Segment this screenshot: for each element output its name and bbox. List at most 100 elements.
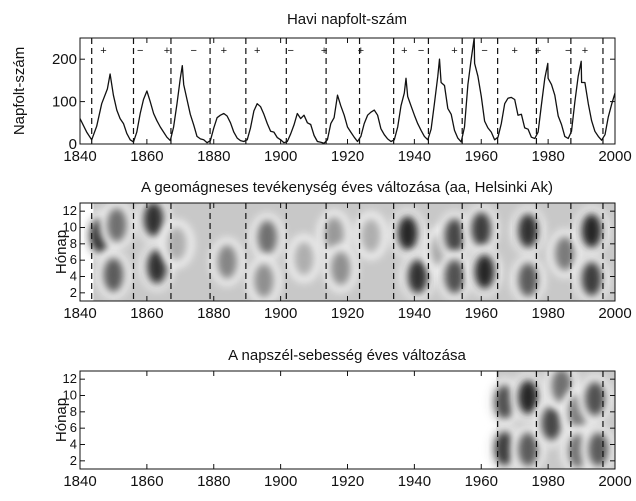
x-tick-label: 1920 xyxy=(331,148,364,165)
heatmap-cell xyxy=(518,262,539,297)
heatmap-cell xyxy=(217,244,238,279)
polarity-marker: + xyxy=(358,45,364,57)
heatmap-cell xyxy=(253,263,274,298)
heatmap-cell xyxy=(474,254,495,289)
solar-wind-x-ticks: 1840 1860 1880 1900 1920 1940 1960 1980 2000 xyxy=(63,371,632,490)
sunspot-series xyxy=(80,38,615,144)
sunspot-line xyxy=(80,38,615,144)
polarity-marker: + xyxy=(100,45,106,57)
polarity-markers: + − + − + + − + + + − + − + + − + xyxy=(100,45,588,57)
x-tick-label: 1880 xyxy=(197,473,230,490)
heatmap-cell xyxy=(494,384,515,420)
sunspot-y-axis-label: Napfolt-szám xyxy=(11,47,28,135)
y-tick-label: 2 xyxy=(70,453,77,468)
heatmap-cell xyxy=(143,203,164,237)
heatmap-cell xyxy=(541,406,562,441)
heatmap-cell xyxy=(106,207,127,243)
heatmap-cell xyxy=(581,213,602,248)
x-tick-label: 1940 xyxy=(398,305,431,322)
polarity-marker: + xyxy=(535,45,541,57)
geomagnetic-panel: A geomágneses tevékenység éves változása… xyxy=(53,179,632,322)
polarity-marker: + xyxy=(221,45,227,57)
heatmap-cell xyxy=(584,381,605,416)
x-tick-label: 1960 xyxy=(465,473,498,490)
x-tick-label: 1920 xyxy=(331,473,364,490)
polarity-marker: + xyxy=(401,45,407,57)
x-tick-label: 1880 xyxy=(197,305,230,322)
y-tick-label: 0 xyxy=(69,136,77,153)
heatmap-cell xyxy=(257,220,278,255)
y-tick-label: 2 xyxy=(70,285,77,300)
polarity-marker: − xyxy=(481,45,487,57)
x-tick-label: 2000 xyxy=(598,305,631,322)
polarity-marker: + xyxy=(254,45,260,57)
heatmap-cell xyxy=(103,257,124,293)
heatmap-cell xyxy=(518,379,539,415)
x-tick-label: 1840 xyxy=(63,473,96,490)
polarity-marker: − xyxy=(565,45,571,57)
polarity-marker: + xyxy=(164,45,170,57)
y-tick-label: 200 xyxy=(52,51,77,68)
polarity-marker: − xyxy=(418,45,424,57)
x-tick-label: 1920 xyxy=(331,305,364,322)
y-tick-label: 6 xyxy=(70,420,77,435)
sunspot-panel: Havi napfolt-szám Napfolt-szám + − + − + + − + +… xyxy=(11,11,632,165)
x-tick-label: 1860 xyxy=(130,473,163,490)
x-tick-label: 1860 xyxy=(130,305,163,322)
x-tick-label: 1860 xyxy=(130,148,163,165)
x-tick-label: 2000 xyxy=(598,148,631,165)
x-tick-label: 1900 xyxy=(264,473,297,490)
x-tick-label: 1900 xyxy=(264,148,297,165)
sunspot-y-ticks: 0 100 200 xyxy=(52,51,615,153)
x-tick-label: 2000 xyxy=(598,473,631,490)
x-tick-label: 1980 xyxy=(531,473,564,490)
heatmap-cell xyxy=(360,218,381,253)
heatmap-cell xyxy=(166,226,187,261)
cycle-boundary-lines xyxy=(91,38,604,144)
heatmap-cell xyxy=(588,432,609,467)
heatmap-cell xyxy=(581,261,602,297)
polarity-marker: + xyxy=(321,45,327,57)
sunspot-x-ticks: 1840 1860 1880 1900 1920 1940 1960 1980 2000 xyxy=(63,38,632,165)
y-tick-label: 8 xyxy=(70,236,77,251)
polarity-marker: + xyxy=(582,45,588,57)
y-tick-label: 12 xyxy=(63,203,77,218)
geomagnetic-x-ticks: 1840 1860 1880 1900 1920 1940 1960 1980 2000 xyxy=(63,203,632,322)
heatmap-cell xyxy=(324,216,345,252)
solar-wind-chart-title: A napszél-sebesség éves változása xyxy=(228,347,466,364)
heatmap-cell xyxy=(518,213,539,248)
heatmap-cell xyxy=(471,211,492,247)
polarity-marker: − xyxy=(190,45,196,57)
heatmap-cell xyxy=(330,251,351,286)
cycle-boundary-lines xyxy=(497,371,604,469)
heatmap-cell xyxy=(554,236,575,271)
geomagnetic-chart-title: A geomágneses tevékenység éves változása… xyxy=(141,179,553,196)
y-tick-label: 100 xyxy=(52,94,77,111)
y-tick-label: 10 xyxy=(63,220,77,235)
polarity-marker: + xyxy=(511,45,517,57)
geomagnetic-y-axis-label: Hónap xyxy=(53,230,70,274)
heatmap-cell xyxy=(407,259,428,294)
x-tick-label: 1940 xyxy=(398,473,431,490)
heatmap-cell xyxy=(444,259,465,294)
solar-wind-panel: A napszél-sebesség éves változása Hónap … xyxy=(53,347,632,490)
heatmap-cell xyxy=(294,241,315,276)
y-tick-label: 8 xyxy=(70,404,77,419)
cycle-boundary-lines xyxy=(91,203,604,301)
x-tick-label: 1900 xyxy=(264,305,297,322)
polarity-marker: − xyxy=(287,45,293,57)
y-tick-label: 6 xyxy=(70,252,77,267)
solar-wind-y-axis-label: Hónap xyxy=(53,398,70,442)
x-tick-label: 1960 xyxy=(465,305,498,322)
heatmap-cell xyxy=(397,216,418,251)
sunspot-chart-title: Havi napfolt-szám xyxy=(287,11,407,28)
x-tick-label: 1980 xyxy=(531,148,564,165)
y-tick-label: 12 xyxy=(63,371,77,386)
x-tick-label: 1960 xyxy=(465,148,498,165)
x-tick-label: 1940 xyxy=(398,148,431,165)
geomagnetic-heatmap xyxy=(82,203,615,301)
x-tick-label: 1840 xyxy=(63,148,96,165)
